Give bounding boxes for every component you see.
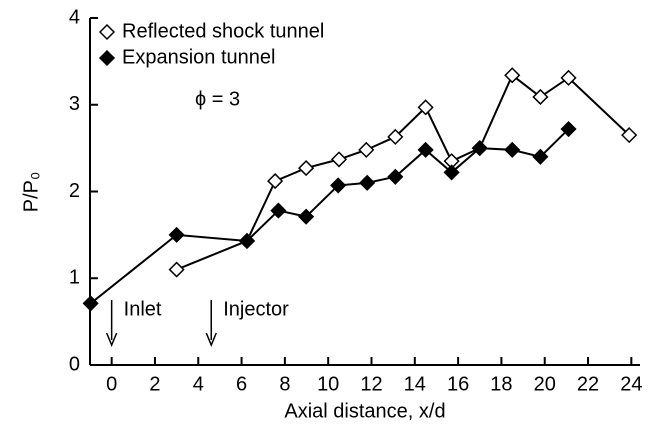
legend-marker	[98, 49, 116, 67]
y-axis-label: P/P₀	[20, 172, 42, 213]
y-tick-label: 4	[69, 6, 80, 28]
x-tick-label: 10	[317, 373, 339, 395]
marker	[267, 173, 284, 190]
legend-label: Reflected shock tunnel	[122, 20, 324, 42]
marker	[417, 141, 434, 158]
marker	[560, 120, 577, 138]
arrow-head	[205, 332, 217, 347]
x-tick-label: 6	[236, 373, 247, 395]
x-tick-label: 18	[490, 373, 512, 395]
marker	[504, 67, 521, 84]
marker	[270, 202, 287, 219]
marker	[621, 127, 638, 144]
x-tick-label: 24	[620, 373, 642, 395]
annotation: Inlet	[124, 298, 162, 320]
marker	[359, 174, 376, 191]
x-tick-label: 16	[447, 373, 469, 395]
marker	[238, 232, 256, 250]
x-tick-label: 4	[193, 373, 204, 395]
marker	[560, 69, 577, 86]
marker	[471, 140, 488, 157]
marker	[387, 128, 404, 145]
y-tick-label: 3	[69, 93, 80, 115]
arrow-head	[105, 332, 118, 347]
annotation: ϕ = 3	[195, 88, 240, 110]
x-tick-label: 8	[279, 373, 290, 395]
x-tick-label: 14	[404, 373, 426, 395]
x-tick-label: 12	[360, 373, 382, 395]
marker	[168, 226, 185, 243]
x-axis-label: Axial distance, x/d	[284, 400, 445, 422]
marker	[168, 261, 185, 278]
annotation: Injector	[223, 298, 289, 320]
marker	[330, 151, 348, 168]
marker	[298, 208, 315, 225]
series-line	[90, 128, 570, 305]
marker	[82, 295, 99, 312]
marker	[330, 177, 347, 194]
x-tick-label: 20	[534, 373, 556, 395]
y-tick-label: 1	[69, 267, 80, 289]
x-tick-label: 0	[106, 373, 117, 395]
marker	[358, 141, 375, 158]
marker	[443, 164, 460, 181]
legend-label: Expansion tunnel	[122, 46, 275, 68]
marker	[504, 141, 521, 158]
x-tick-label: 2	[149, 373, 160, 395]
marker	[417, 99, 434, 116]
legend-marker	[98, 23, 116, 41]
marker	[387, 168, 404, 185]
marker	[298, 160, 315, 177]
marker	[532, 148, 549, 165]
y-tick-label: 2	[69, 180, 80, 202]
marker	[532, 88, 549, 106]
x-tick-label: 22	[577, 373, 599, 395]
y-tick-label: 0	[69, 353, 80, 375]
